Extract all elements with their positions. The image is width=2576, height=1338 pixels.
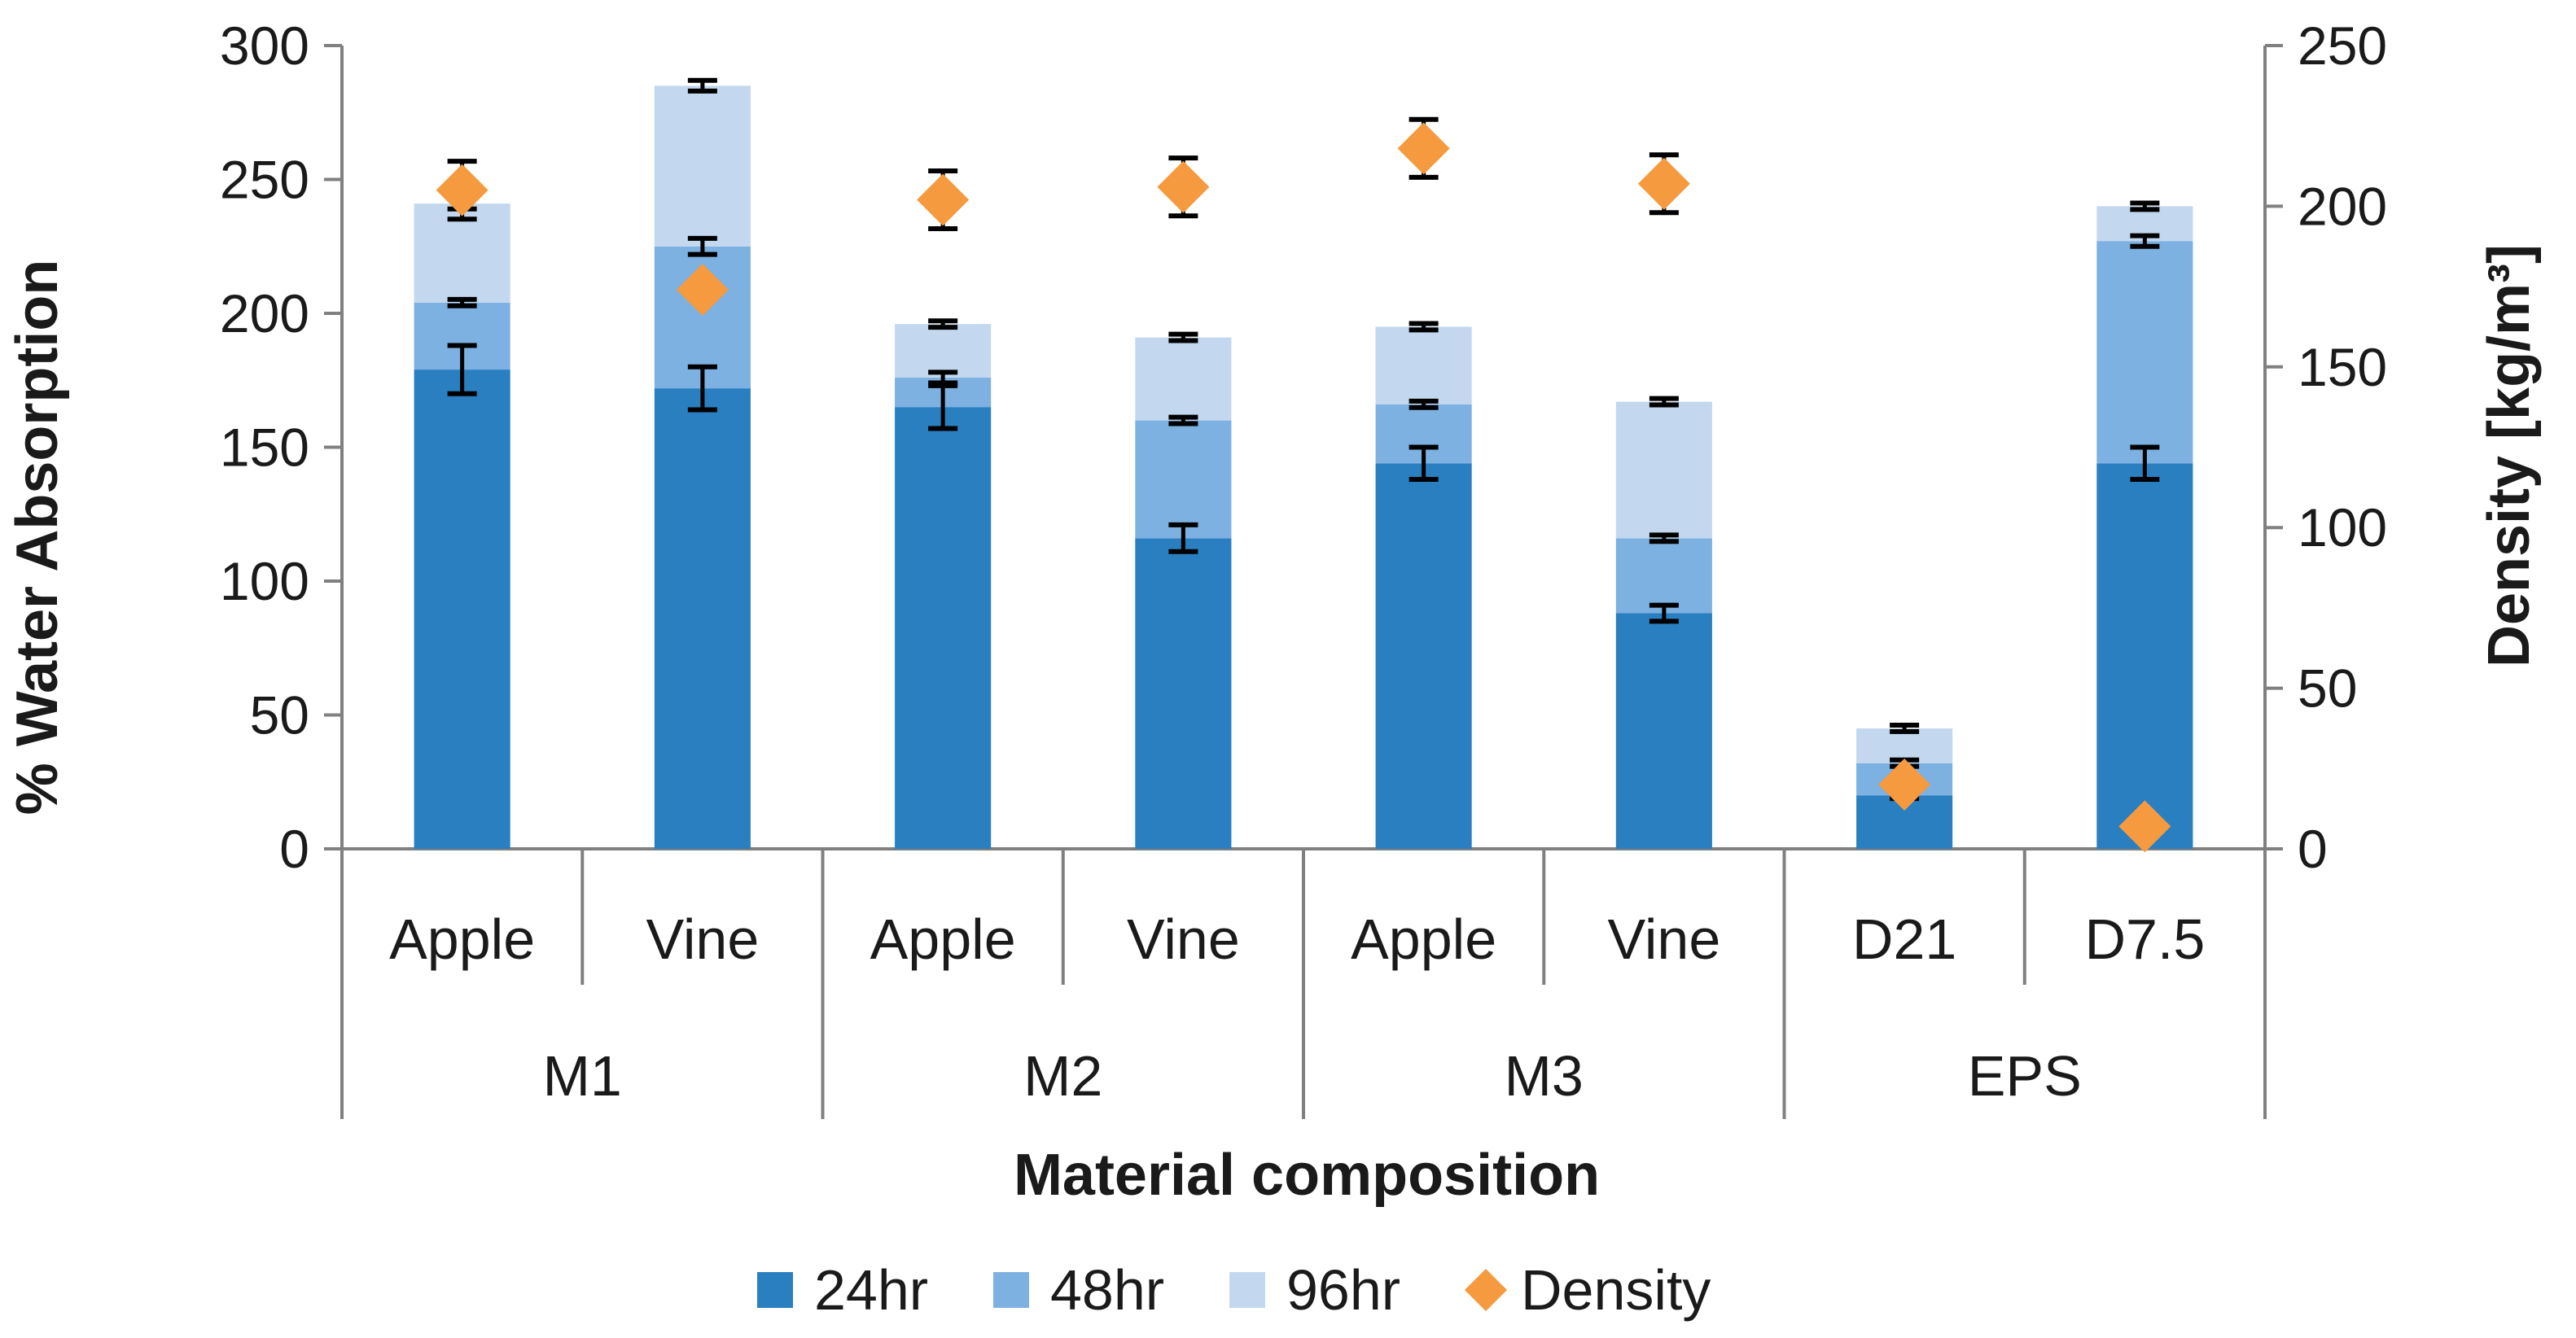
y2-tick-label: 0 <box>2298 819 2328 879</box>
legend-label-96hr: 96hr <box>1286 1258 1400 1322</box>
category-label: Vine <box>1127 907 1240 971</box>
bar-48hr <box>1135 420 1232 539</box>
group-label: M1 <box>543 1044 622 1108</box>
axis-ticks: 0 50 100 150 200 250 300 0 50 100 150 200 250 <box>220 15 2387 879</box>
bar-24hr <box>1375 463 1472 849</box>
bar-24hr <box>1615 613 1712 849</box>
y2-axis-title: Density [kg/m³] <box>2477 244 2542 667</box>
category-label: D21 <box>1852 907 1956 971</box>
bar-24hr <box>654 388 751 849</box>
y-tick-label: 250 <box>220 150 309 210</box>
density-point <box>1397 122 1450 175</box>
density-point <box>1157 160 1210 213</box>
group-label: EPS <box>1968 1044 2082 1108</box>
legend: 24hr 48hr 96hr Density <box>757 1258 1711 1322</box>
y2-tick-label: 50 <box>2298 658 2357 719</box>
bar-24hr <box>1135 538 1232 849</box>
legend-label-density: Density <box>1521 1258 1711 1322</box>
y-axis-title: % Water Absorption <box>5 260 70 815</box>
category-label: D7.5 <box>2084 907 2205 971</box>
y2-tick-label: 250 <box>2298 15 2387 76</box>
y-tick-label: 300 <box>220 15 309 76</box>
x-axis-title: Material composition <box>1014 1143 1600 1208</box>
axes-frame <box>340 46 2267 1119</box>
category-label: Apple <box>389 907 535 971</box>
y2-tick-label: 150 <box>2298 337 2387 397</box>
bar-48hr <box>1615 538 1712 614</box>
bar-96hr <box>654 85 751 247</box>
bar-24hr <box>414 369 510 850</box>
density-series <box>436 116 2171 853</box>
density-point <box>2118 800 2171 853</box>
y-tick-label: 100 <box>220 551 309 611</box>
category-label: Vine <box>1607 907 1720 971</box>
legend-marker-density <box>1465 1269 1507 1311</box>
density-point <box>1637 157 1690 210</box>
legend-swatch-24hr <box>757 1272 793 1308</box>
category-label: Apple <box>870 907 1016 971</box>
legend-label-48hr: 48hr <box>1050 1258 1164 1322</box>
group-label: M3 <box>1505 1044 1584 1108</box>
y-tick-label: 0 <box>279 819 309 879</box>
y-tick-label: 50 <box>250 685 309 746</box>
bar-96hr <box>1135 337 1232 421</box>
bar-48hr <box>2096 241 2193 464</box>
y-tick-label: 150 <box>220 418 309 478</box>
density-point <box>917 173 970 226</box>
density-point <box>676 264 729 317</box>
bar-96hr <box>1375 326 1472 404</box>
category-label: Apple <box>1351 907 1496 971</box>
y-tick-label: 200 <box>220 283 309 343</box>
density-point <box>1878 759 1931 811</box>
legend-label-24hr: 24hr <box>814 1258 928 1322</box>
density-point <box>436 164 488 216</box>
bar-96hr <box>1856 728 1953 763</box>
bar-96hr <box>1615 401 1712 539</box>
legend-swatch-48hr <box>993 1272 1029 1308</box>
bar-series <box>414 85 2193 850</box>
bar-24hr <box>895 407 992 849</box>
category-labels: Apple Vine Apple Vine Apple Vine D21 D7.5 M1 M2 M3… <box>389 907 2205 1108</box>
bar-24hr <box>2096 463 2193 849</box>
bar-96hr <box>895 324 992 378</box>
y2-tick-label: 200 <box>2298 176 2387 236</box>
y2-tick-label: 100 <box>2298 497 2387 558</box>
group-label: M2 <box>1023 1044 1102 1108</box>
category-label: Vine <box>646 907 759 971</box>
legend-swatch-96hr <box>1229 1272 1265 1308</box>
